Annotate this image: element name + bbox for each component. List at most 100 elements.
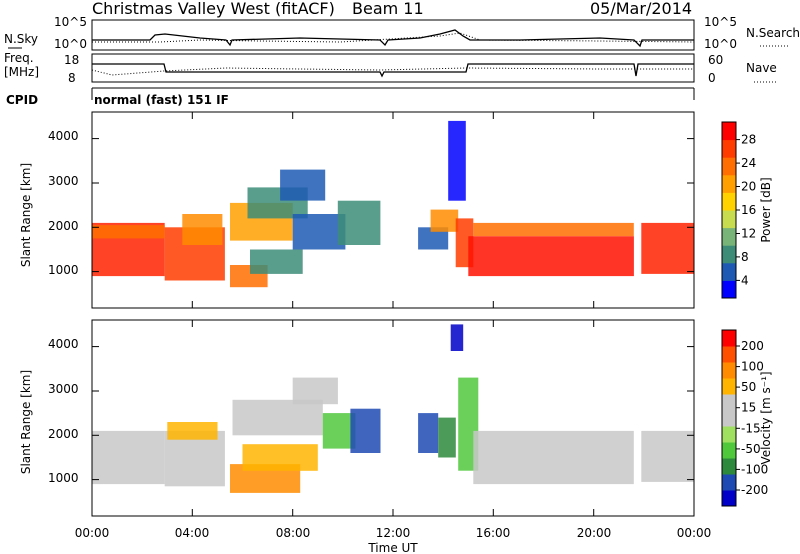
velocity-ytick-4000: 4000	[48, 337, 79, 351]
power-patch-11	[418, 227, 449, 250]
velocity-ytick-2000: 2000	[48, 427, 79, 441]
velocity-colorbar-tick: 50	[741, 380, 756, 394]
noise-panel	[91, 19, 695, 51]
power-colorbar-segment	[722, 262, 736, 281]
xlabel: Time UT	[367, 541, 418, 554]
velocity-patch-5	[232, 399, 323, 436]
velocity-patch-0	[92, 430, 165, 485]
power-patch-8	[280, 169, 326, 201]
velocity-panel-frame	[91, 319, 695, 517]
velocity-ytick-3000: 3000	[48, 382, 79, 396]
power-colorbar-segment	[722, 280, 736, 299]
power-colorbar-segment	[722, 174, 736, 193]
site-title: Christmas Valley West (fitACF)	[92, 0, 335, 18]
power-heatmap	[92, 120, 694, 288]
power-colorbar-segment	[722, 192, 736, 211]
velocity-colorbar	[722, 330, 736, 507]
power-colorbar-segment	[722, 122, 736, 141]
velocity-patch-1	[164, 430, 225, 487]
power-patch-1	[92, 225, 165, 239]
velocity-colorbar-segment	[722, 490, 736, 507]
velocity-colorbar-tick: -15	[741, 421, 761, 435]
beam-label: Beam 11	[352, 0, 424, 18]
velocity-patch-6	[292, 377, 338, 405]
power-colorbar-tick: 24	[741, 156, 756, 170]
velocity-colorbar-tick: 100	[741, 360, 764, 374]
power-colorbar-segment	[722, 245, 736, 264]
power-colorbar-tick: 12	[741, 227, 756, 241]
power-colorbar-tick: 28	[741, 133, 756, 147]
velocity-colorbar-segment	[722, 378, 736, 395]
power-colorbar-tick: 8	[741, 250, 749, 264]
noise-tick-right-bottom: 10^0	[704, 37, 737, 51]
power-colorbar-segment	[722, 227, 736, 246]
velocity-colorbar-tick: -100	[741, 462, 768, 476]
noise-tick-left-top: 10^5	[54, 15, 87, 29]
power-patch-3	[182, 214, 223, 245]
power-y-ticks	[92, 138, 694, 273]
velocity-colorbar-segment	[722, 394, 736, 411]
power-colorbar-label: Power [dB]	[759, 177, 773, 242]
xtick-4: 16:00	[476, 526, 511, 540]
nsky-label: N.Sky	[4, 32, 38, 46]
velocity-colorbar-tick: 200	[741, 339, 764, 353]
velocity-ytick-1000: 1000	[48, 471, 79, 485]
freq-label: Freq.	[4, 51, 34, 65]
xtick-0: 00:00	[75, 526, 110, 540]
freq-unit: [MHz]	[4, 65, 39, 79]
power-patch-16	[473, 222, 634, 237]
velocity-colorbar-tick: -50	[741, 442, 761, 456]
velocity-ylabel: Slant Range [km]	[19, 370, 33, 474]
velocity-patch-14	[641, 430, 694, 482]
velocity-colorbar-frame	[721, 329, 737, 507]
power-colorbar	[722, 122, 736, 299]
power-ytick-3000: 3000	[48, 174, 79, 188]
velocity-patch-7	[322, 413, 356, 449]
xtick-1: 04:00	[175, 526, 210, 540]
power-patch-10	[337, 200, 381, 245]
nave-label: Nave	[746, 61, 777, 75]
nsky-trace	[92, 29, 694, 48]
freq-tick-top: 18	[64, 53, 79, 67]
velocity-colorbar-tick: 15	[741, 401, 756, 415]
x-ticks	[91, 112, 695, 516]
power-ytick-4000: 4000	[48, 129, 79, 143]
power-patch-13	[448, 120, 466, 201]
power-ytick-1000: 1000	[48, 263, 79, 277]
velocity-patch-10	[438, 417, 456, 458]
power-colorbar-tick: 16	[741, 203, 756, 217]
velocity-patch-9	[418, 413, 439, 453]
nave-tick-top: 60	[708, 53, 723, 67]
nave-tick-bottom: 0	[708, 71, 716, 85]
power-colorbar-ticks: 28 24 20 16 12 8 4	[736, 133, 756, 287]
freq-tick-bottom: 8	[68, 71, 76, 85]
velocity-colorbar-segment	[722, 362, 736, 379]
velocity-colorbar-segment	[722, 330, 736, 347]
power-patch-12	[430, 209, 459, 232]
power-patch-15	[468, 236, 634, 277]
velocity-y-ticks	[92, 346, 694, 481]
velocity-colorbar-segment	[722, 410, 736, 427]
velocity-colorbar-tick: -200	[741, 483, 768, 497]
xtick-6: 00:00	[677, 526, 712, 540]
velocity-colorbar-segment	[722, 346, 736, 363]
velocity-colorbar-segment	[722, 426, 736, 443]
velocity-patch-13	[473, 430, 634, 485]
velocity-colorbar-label: Velocity [m s⁻¹]	[759, 371, 773, 464]
power-colorbar-tick: 4	[741, 273, 749, 287]
power-colorbar-segment	[722, 210, 736, 229]
velocity-colorbar-segment	[722, 458, 736, 475]
power-ylabel: Slant Range [km]	[19, 163, 33, 267]
velocity-patch-8	[350, 408, 381, 453]
xtick-2: 08:00	[276, 526, 311, 540]
date-label: 05/Mar/2014	[590, 0, 692, 18]
velocity-heatmap	[92, 324, 694, 493]
power-colorbar-segment	[722, 157, 736, 176]
xtick-3: 12:00	[376, 526, 411, 540]
power-patch-17	[641, 222, 694, 274]
velocity-colorbar-ticks: 200 100 50 15 -15 -50 -100 -200	[736, 339, 768, 497]
noise-tick-right-top: 10^5	[704, 15, 737, 29]
velocity-colorbar-segment	[722, 474, 736, 491]
power-colorbar-tick: 20	[741, 180, 756, 194]
